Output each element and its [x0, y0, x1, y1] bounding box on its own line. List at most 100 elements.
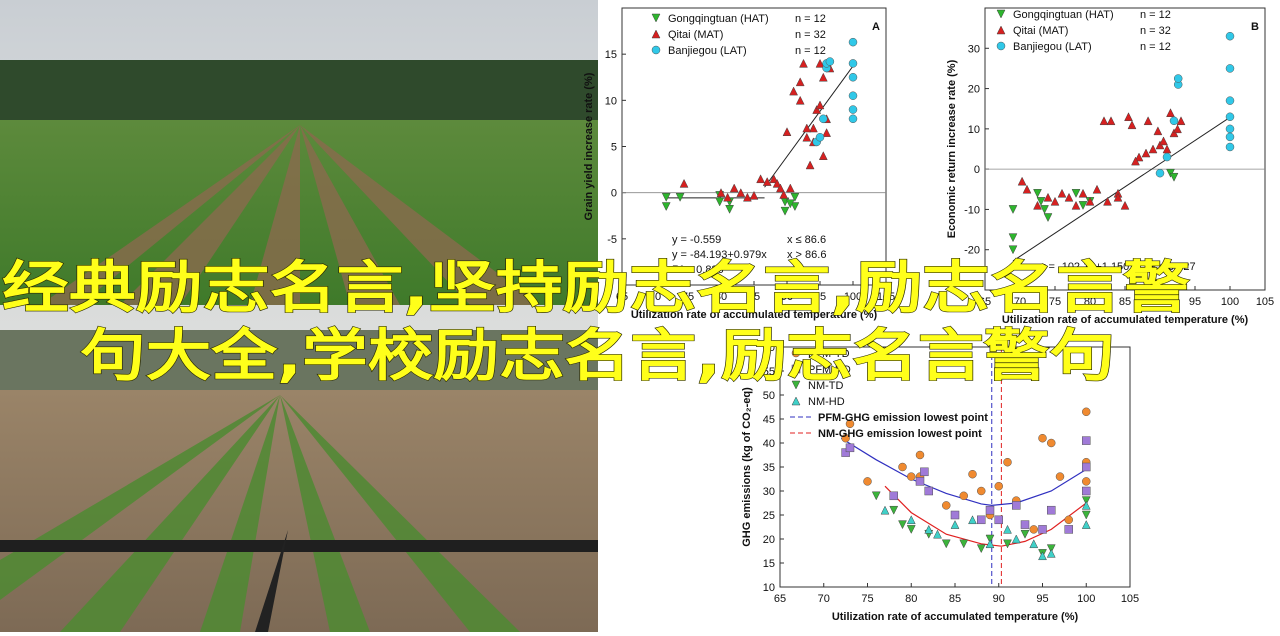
point: [1020, 520, 1030, 529]
point: [863, 477, 872, 486]
point: [1106, 116, 1116, 126]
point: [1141, 148, 1151, 158]
point: [1003, 524, 1012, 534]
chart: 65 70 75 80 85 90 95 100 105 -20 -10 0 10 20 30 Utiliza…: [946, 7, 1274, 326]
point: [941, 539, 951, 549]
point: [898, 520, 907, 530]
point: [789, 86, 799, 96]
point: [977, 515, 986, 525]
y-tick-label: 10: [763, 582, 775, 594]
panel-label: A: [872, 21, 880, 33]
panel-label: B: [1251, 21, 1259, 33]
y-tick-label: 0: [974, 164, 980, 176]
legend-marker: [791, 348, 801, 358]
legend-marker: [791, 396, 801, 406]
point: [675, 193, 685, 202]
legend-marker: [651, 13, 661, 23]
point: [933, 529, 942, 539]
point: [1159, 136, 1168, 146]
x-tick-label: 85: [748, 291, 760, 303]
y-tick-label: 60: [763, 342, 775, 354]
y-tick-label: 20: [763, 534, 775, 546]
point: [1038, 551, 1047, 561]
annotation: y = -84.193+0.979x: [672, 249, 767, 261]
point: [907, 472, 916, 481]
point: [920, 467, 929, 477]
point: [950, 510, 960, 520]
point: [1050, 196, 1060, 206]
point: [1225, 142, 1235, 152]
point: [756, 174, 766, 184]
y-tick-label: 5: [611, 142, 617, 154]
y-tick-label: 15: [763, 558, 775, 570]
point: [1081, 510, 1091, 520]
point: [1131, 156, 1140, 166]
point: [782, 127, 792, 136]
y-tick-label: 10: [968, 124, 980, 136]
point: [1081, 496, 1091, 506]
point: [1082, 407, 1091, 417]
overlay-line: 句大全,学校励志名言,励志名言警句: [80, 324, 1115, 389]
y-tick-label: 30: [968, 43, 980, 55]
point: [968, 469, 977, 479]
point: [1081, 500, 1091, 510]
point: [802, 132, 812, 142]
point: [1169, 116, 1179, 126]
point: [1082, 436, 1091, 445]
point: [1022, 184, 1032, 194]
point: [1029, 525, 1038, 534]
point: [1071, 189, 1081, 198]
point: [715, 197, 725, 207]
legend-note: n = 32: [795, 29, 826, 41]
point: [661, 202, 671, 212]
point: [815, 133, 825, 142]
y-tick-label: 55: [763, 366, 775, 378]
point: [915, 477, 925, 486]
point: [1011, 534, 1021, 544]
y-axis-label: GHG emissions (kg of CO₂-eq): [741, 387, 753, 547]
point: [1071, 200, 1081, 210]
annotation: x > 86.6: [787, 249, 826, 261]
x-tick-label: 95: [814, 291, 826, 303]
y-tick-label: 0: [611, 188, 617, 200]
point: [723, 192, 733, 202]
x-tick-label: 100: [1221, 296, 1239, 308]
point: [1162, 152, 1172, 162]
point: [880, 505, 890, 515]
point: [898, 462, 907, 472]
point: [924, 524, 934, 534]
point: [1081, 520, 1091, 529]
x-tick-label: 95: [1189, 296, 1201, 308]
x-axis-label: Utilization rate of accumulated temperat…: [832, 611, 1079, 623]
point: [1047, 505, 1056, 515]
point: [1064, 192, 1074, 202]
x-axis-label: Utilization rate of accumulated temperat…: [1002, 314, 1249, 326]
legend-label: PFM-TD: [808, 348, 850, 360]
point: [679, 178, 689, 188]
x-tick-label: 70: [1014, 296, 1026, 308]
point: [1046, 544, 1056, 554]
x-tick-label: 65: [616, 291, 628, 303]
point: [1043, 192, 1053, 202]
legend-label: Gongqingtuan (HAT): [1013, 9, 1114, 21]
point: [924, 486, 933, 496]
point: [959, 491, 968, 501]
point: [775, 183, 785, 193]
point: [762, 177, 772, 186]
x-tick-label: 65: [774, 593, 786, 605]
point: [1169, 172, 1179, 182]
point: [1225, 124, 1235, 134]
legend-label: NM-HD: [808, 396, 845, 408]
legend-note: n = 32: [1140, 25, 1171, 37]
point: [1225, 64, 1235, 73]
point: [790, 193, 800, 202]
point: [1008, 233, 1018, 243]
legend-label: Gongqingtuan (HAT): [668, 13, 769, 25]
point: [1134, 152, 1144, 162]
point: [1078, 188, 1088, 198]
point: [785, 199, 795, 209]
x-tick-label: 80: [905, 593, 917, 605]
legend-marker: [791, 380, 801, 390]
y-tick-label: 20: [968, 84, 980, 96]
